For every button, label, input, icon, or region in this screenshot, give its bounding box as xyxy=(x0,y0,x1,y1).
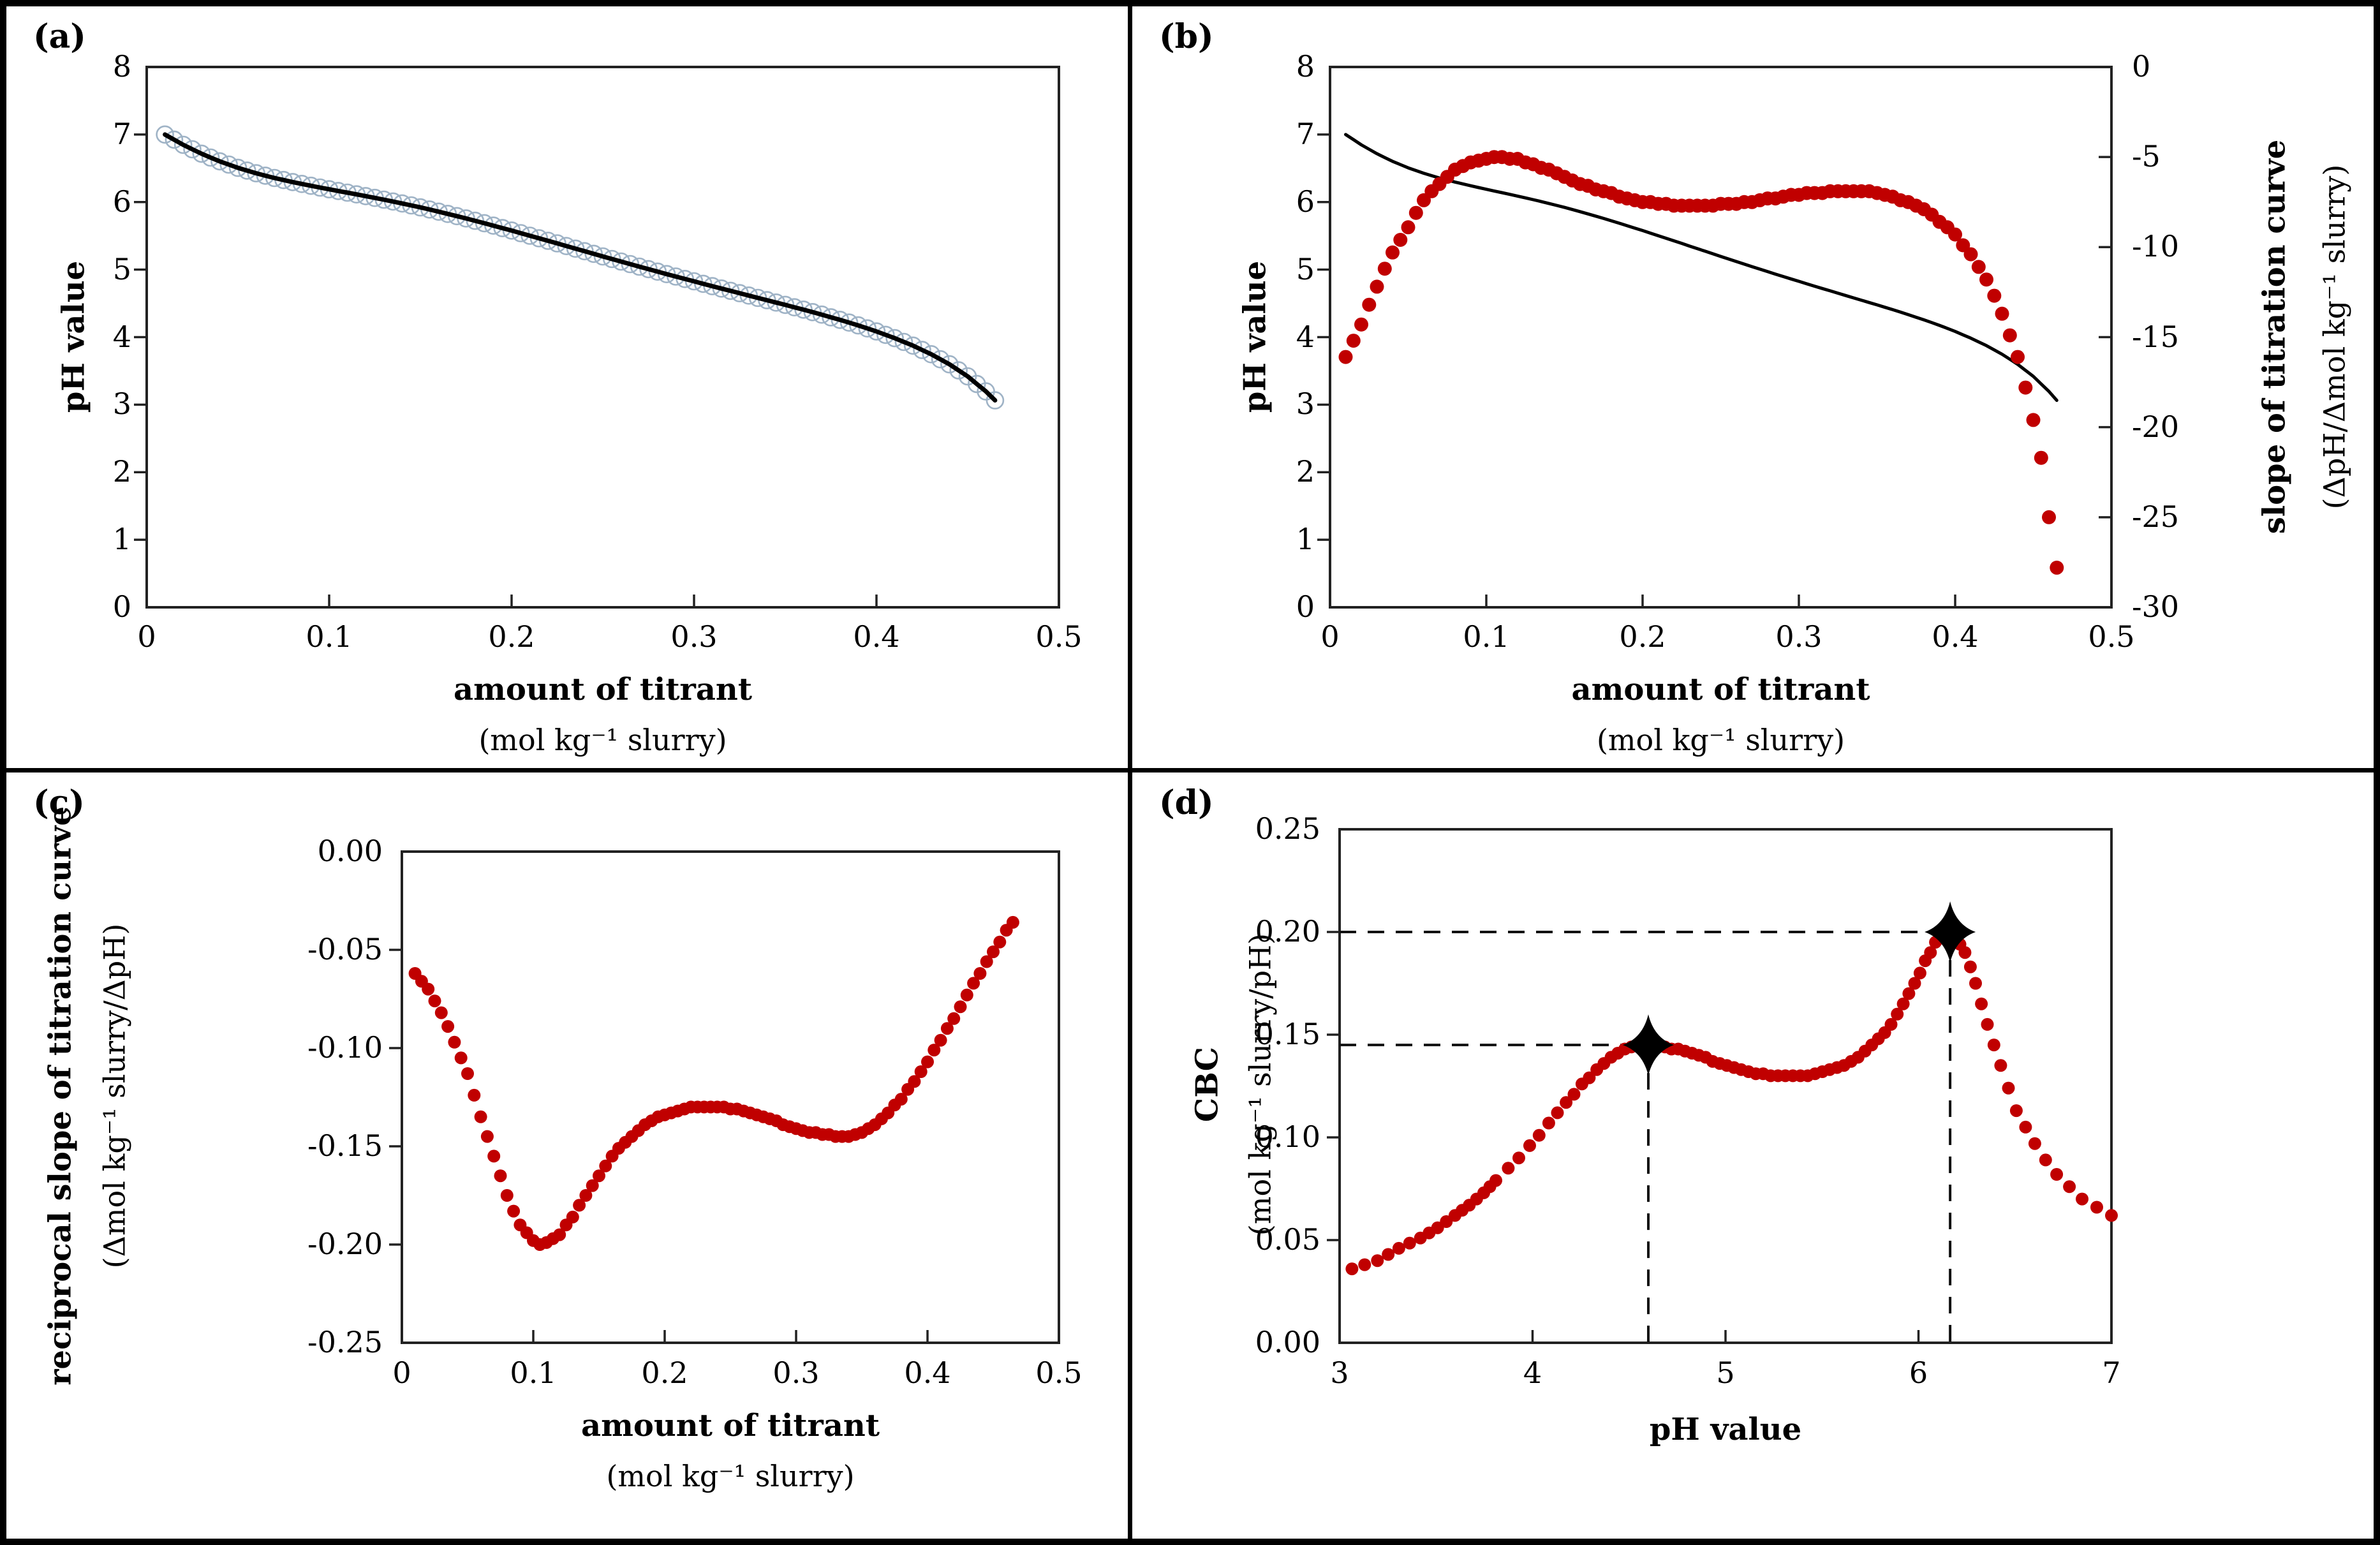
y-tick-label-b-0: 0 xyxy=(1296,589,1315,624)
x-tick-label-d-6: 6 xyxy=(1909,1356,1928,1390)
y-axis-title-a: pH value xyxy=(55,260,92,413)
y2-axis-title-b: slope of titration curve xyxy=(2256,139,2293,535)
x-tick-label-a-0.5: 0.5 xyxy=(1035,619,1083,654)
x-tick-label-d-7: 7 xyxy=(2102,1356,2121,1390)
x-tick-label-c-0.4: 0.4 xyxy=(904,1356,951,1390)
plot-frame-d xyxy=(1338,828,2113,1344)
y-tick-label-a-1: 1 xyxy=(112,522,131,557)
x-tick-label-d-3: 3 xyxy=(1330,1356,1349,1390)
y-axis-title-d: CBC xyxy=(1189,1047,1225,1122)
series-markers-b-1 xyxy=(1338,150,2064,575)
y-tick-label-a-0: 0 xyxy=(112,589,131,624)
x-tick-label-b-0.3: 0.3 xyxy=(1775,619,1822,654)
y-axis-title-b: pH value xyxy=(1237,260,1273,413)
y-tick-label-a-5: 5 xyxy=(112,251,131,286)
y-tick-label-a-2: 2 xyxy=(112,454,131,489)
x-tick-label-b-0.1: 0.1 xyxy=(1463,619,1510,654)
y-tick-label-a-4: 4 xyxy=(112,319,131,354)
series-line-a-0 xyxy=(163,132,998,403)
series-markers-a-0 xyxy=(156,125,1005,410)
series-markers-c-0 xyxy=(408,915,1019,1251)
four-point-star-marker-d xyxy=(1623,1014,1674,1076)
y-tick-label-b-3: 3 xyxy=(1296,387,1315,422)
y-tick-label-b-5: 5 xyxy=(1296,251,1315,286)
y-tick-label-b-1: 1 xyxy=(1296,522,1315,557)
y-tick-label-b-8: 8 xyxy=(1296,49,1315,84)
x-tick-label-d-4: 4 xyxy=(1523,1356,1542,1390)
y2-tick-label-b--30: -30 xyxy=(2132,589,2180,624)
plot-frame-c xyxy=(401,850,1060,1344)
x-tick-label-c-0: 0 xyxy=(392,1356,411,1390)
x-tick-label-b-0: 0 xyxy=(1320,619,1340,654)
y2-tick-label-b--10: -10 xyxy=(2132,229,2180,264)
x-tick-label-c-0.5: 0.5 xyxy=(1035,1356,1083,1390)
y-tick-label-d-0.00: 0.00 xyxy=(1255,1325,1320,1359)
series-line-b-0 xyxy=(1344,133,2058,403)
quadrant-divider-vertical xyxy=(1128,0,1132,1545)
x-tick-label-c-0.2: 0.2 xyxy=(641,1356,688,1390)
x-tick-label-b-0.4: 0.4 xyxy=(1932,619,1979,654)
y-tick-label-d-0.10: 0.10 xyxy=(1255,1120,1320,1154)
x-axis-subtitle-a: (mol kg⁻¹ slurry) xyxy=(478,723,727,757)
quadrant-divider-horizontal xyxy=(0,768,2380,772)
x-tick-label-a-0.4: 0.4 xyxy=(853,619,900,654)
y-tick-label-c--0.25: -0.25 xyxy=(307,1325,383,1359)
y2-tick-label-b--25: -25 xyxy=(2132,499,2180,534)
series-markers-d-0 xyxy=(1345,926,2118,1276)
x-tick-label-a-0: 0 xyxy=(137,619,156,654)
x-tick-label-d-5: 5 xyxy=(1716,1356,1735,1390)
y-tick-label-d-0.05: 0.05 xyxy=(1255,1222,1320,1257)
y-tick-label-a-3: 3 xyxy=(112,387,131,422)
y-tick-label-c--0.05: -0.05 xyxy=(307,932,383,966)
x-tick-label-a-0.3: 0.3 xyxy=(670,619,718,654)
x-axis-subtitle-c: (mol kg⁻¹ slurry) xyxy=(606,1459,855,1493)
y2-tick-label-b-0: 0 xyxy=(2132,49,2151,84)
x-tick-label-b-0.5: 0.5 xyxy=(2088,619,2135,654)
x-axis-title-a: amount of titrant xyxy=(454,672,752,707)
x-axis-title-c: amount of titrant xyxy=(581,1408,880,1444)
y2-tick-label-b--5: -5 xyxy=(2132,139,2161,174)
plot-frame-a xyxy=(145,66,1060,609)
y-tick-label-a-7: 7 xyxy=(112,116,131,151)
y-tick-label-c--0.10: -0.10 xyxy=(307,1030,383,1065)
y-axis-subtitle-d: (mol kg⁻¹ slurry/pH) xyxy=(1243,933,1278,1236)
y-tick-label-c-0.00: 0.00 xyxy=(317,834,383,868)
y-tick-label-c--0.15: -0.15 xyxy=(307,1128,383,1163)
y-tick-label-c--0.20: -0.20 xyxy=(307,1227,383,1261)
y-tick-label-a-6: 6 xyxy=(112,184,131,219)
y-tick-label-d-0.20: 0.20 xyxy=(1255,914,1320,949)
y-tick-label-b-6: 6 xyxy=(1296,184,1315,219)
x-tick-label-c-0.1: 0.1 xyxy=(510,1356,557,1390)
x-tick-label-b-0.2: 0.2 xyxy=(1619,619,1666,654)
x-axis-title-b: amount of titrant xyxy=(1571,672,1870,707)
y-axis-subtitle-c: (Δmol kg⁻¹ slurry/ΔpH) xyxy=(97,923,132,1269)
x-axis-subtitle-b: (mol kg⁻¹ slurry) xyxy=(1596,723,1845,757)
y-tick-label-b-7: 7 xyxy=(1296,116,1315,151)
plot-frame-b xyxy=(1329,66,2113,609)
four-point-star-marker-d xyxy=(1925,901,1976,963)
x-tick-label-c-0.3: 0.3 xyxy=(772,1356,820,1390)
y-tick-label-d-0.25: 0.25 xyxy=(1255,811,1320,846)
x-tick-label-a-0.2: 0.2 xyxy=(488,619,535,654)
y2-axis-subtitle-b: (ΔpH/Δmol kg⁻¹ slurry) xyxy=(2317,164,2352,510)
y-tick-label-a-8: 8 xyxy=(112,49,131,84)
y-tick-label-b-2: 2 xyxy=(1296,454,1315,489)
x-axis-title-d: pH value xyxy=(1649,1412,1802,1447)
y-tick-label-b-4: 4 xyxy=(1296,319,1315,354)
y2-tick-label-b--15: -15 xyxy=(2132,319,2180,354)
y-tick-label-d-0.15: 0.15 xyxy=(1255,1017,1320,1051)
y-axis-title-c: reciprocal slope of titration curve xyxy=(42,806,78,1386)
x-tick-label-a-0.1: 0.1 xyxy=(306,619,353,654)
y2-tick-label-b--20: -20 xyxy=(2132,409,2180,444)
